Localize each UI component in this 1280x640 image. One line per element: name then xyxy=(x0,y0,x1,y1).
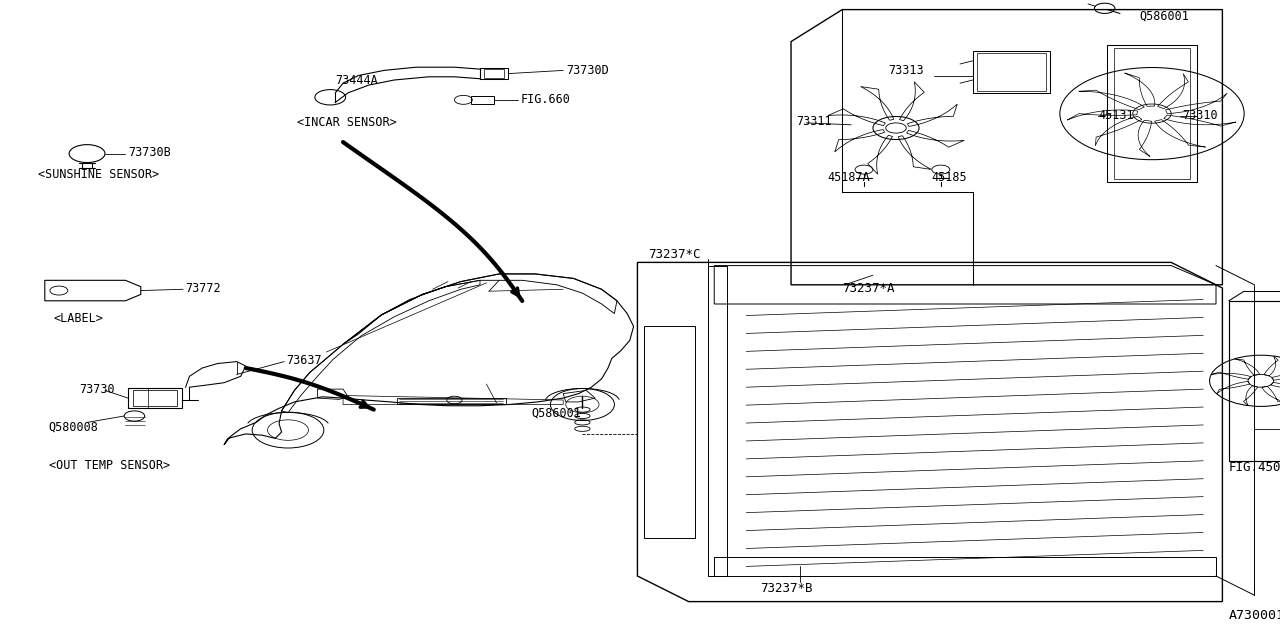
Bar xyxy=(484,69,504,78)
Text: 45185: 45185 xyxy=(932,171,968,184)
Text: 73444A: 73444A xyxy=(335,74,378,86)
Text: 73730B: 73730B xyxy=(128,147,170,159)
Bar xyxy=(708,266,727,576)
Text: 73313: 73313 xyxy=(888,64,924,77)
Text: 73310: 73310 xyxy=(1183,109,1219,122)
Bar xyxy=(480,68,508,79)
Text: <OUT TEMP SENSOR>: <OUT TEMP SENSOR> xyxy=(49,460,170,472)
Bar xyxy=(471,96,494,104)
Text: 73637: 73637 xyxy=(287,355,323,367)
Text: 73237*A: 73237*A xyxy=(842,282,895,294)
Text: 73772: 73772 xyxy=(186,282,221,295)
Text: Q586001: Q586001 xyxy=(531,406,581,419)
Bar xyxy=(1107,45,1197,182)
Text: Q580008: Q580008 xyxy=(49,421,99,434)
Text: 73237*C: 73237*C xyxy=(648,248,700,261)
Text: <INCAR SENSOR>: <INCAR SENSOR> xyxy=(297,116,397,129)
Text: 73730: 73730 xyxy=(79,383,115,396)
Text: 45187A: 45187A xyxy=(827,171,869,184)
Text: <LABEL>: <LABEL> xyxy=(54,312,104,325)
Text: 73237*B: 73237*B xyxy=(760,582,813,595)
Text: Q586001: Q586001 xyxy=(1139,10,1189,22)
Bar xyxy=(1229,301,1280,461)
Text: 73311: 73311 xyxy=(796,115,832,128)
Bar xyxy=(1114,48,1190,179)
Text: FIG.450: FIG.450 xyxy=(1229,461,1280,474)
Bar xyxy=(133,390,177,406)
Text: <SUNSHINE SENSOR>: <SUNSHINE SENSOR> xyxy=(38,168,160,180)
Text: A730001331: A730001331 xyxy=(1229,609,1280,622)
Text: FIG.660: FIG.660 xyxy=(521,93,571,106)
Text: 73730D: 73730D xyxy=(566,64,608,77)
Bar xyxy=(644,326,695,538)
Text: 45131: 45131 xyxy=(1098,109,1134,122)
Bar xyxy=(128,388,182,408)
